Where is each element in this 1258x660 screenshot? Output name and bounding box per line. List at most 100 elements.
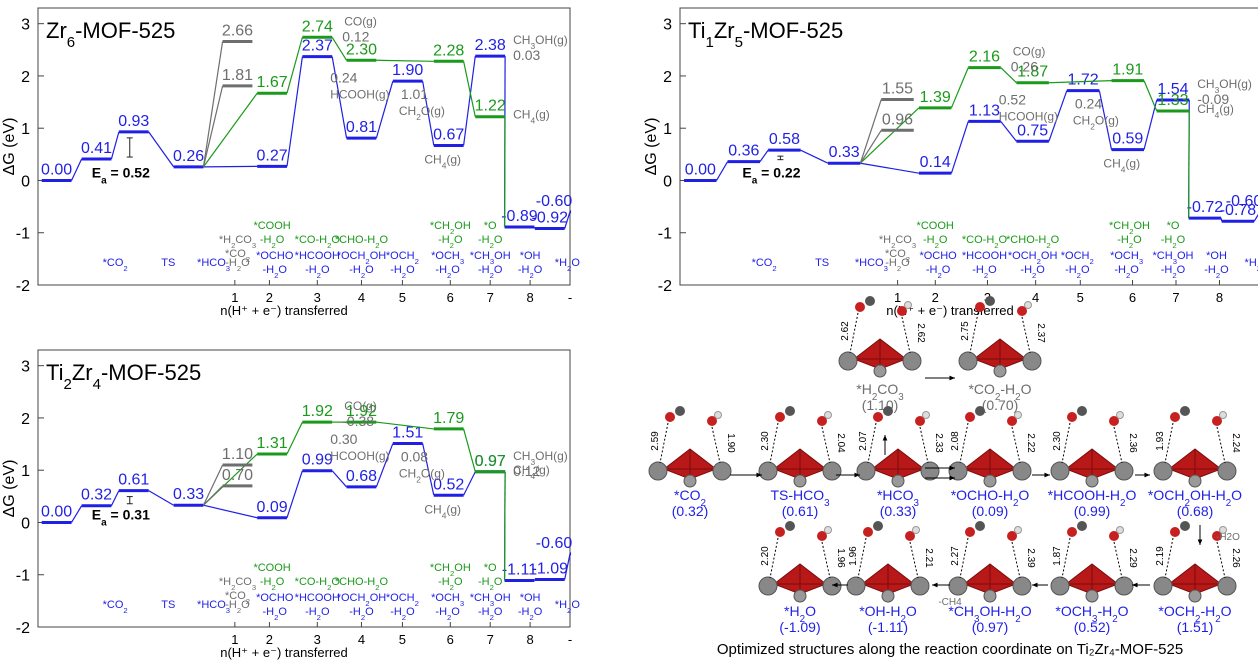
blue-level-label: 1.90 [392, 62, 423, 79]
blue-connector [800, 149, 829, 164]
side-label-value: 0.30 [330, 431, 357, 447]
species-label-green: -H2O [438, 234, 463, 250]
green-level-label: 2.16 [969, 49, 1000, 66]
green-connector [1188, 110, 1190, 219]
species-label: *CO2 [225, 590, 250, 606]
blue-level-label: 0.41 [81, 140, 112, 157]
blue-level-label: 0.97 [475, 453, 506, 470]
green-connector [463, 428, 476, 472]
distance-label: 2.27 [950, 546, 961, 566]
species-label: -H2O [390, 264, 415, 280]
green-connector [1000, 67, 1017, 84]
panel-title: Zr6-MOF-525 [46, 18, 175, 51]
blue-level-label: 0.68 [346, 468, 377, 485]
structure-label: *H2CO3 [856, 381, 904, 403]
bond-distance [969, 312, 979, 354]
species-label: *HCO3 [855, 257, 888, 273]
metal-atom [838, 351, 858, 371]
blue-level-label: 0.00 [41, 503, 72, 520]
hydrogen-atom [824, 526, 832, 534]
metal-atom [958, 351, 978, 371]
y-tick-label: 3 [21, 359, 30, 376]
distance-label: 1.93 [1155, 431, 1166, 451]
green-level-label: 1.91 [1112, 62, 1143, 79]
oxygen-atom [1067, 527, 1077, 537]
metal-atom [983, 474, 997, 488]
distance-label: 2.30 [760, 431, 771, 451]
x-tick-label: 7 [487, 290, 494, 305]
species-label: *OCH2OH [1008, 250, 1058, 266]
x-axis-label: n(H⁺ + e⁻) transferred [220, 303, 348, 318]
metal-atom [1085, 589, 1099, 603]
distance-label: 2.26 [1230, 548, 1241, 568]
gray-connector [202, 464, 224, 506]
bond-distance [1011, 541, 1021, 579]
distance-label: 2.04 [835, 433, 846, 453]
green-connector [286, 421, 303, 455]
blue-connector [1143, 99, 1158, 150]
structure-label: *OCH2-H2O [1158, 603, 1231, 625]
oxygen-atom [965, 527, 975, 537]
species-label-green: *CH2OH [430, 562, 471, 578]
blue-connector [716, 161, 729, 181]
blue-level-label: -0.60 [536, 193, 573, 210]
side-label: CH4(g) [424, 502, 461, 520]
green-level-label: 0.97 [475, 453, 506, 470]
bond-distance [1021, 316, 1031, 354]
species-label: *CO2 [225, 248, 250, 264]
distance-label: 1.96 [848, 546, 859, 566]
y-axis-label: ΔG (eV) [1, 118, 18, 176]
blue-level-label: -1.09 [532, 560, 569, 577]
gray-level-label: 0.70 [222, 467, 253, 484]
oxygen-atom [1212, 531, 1222, 541]
x-tick-label: 3 [314, 632, 321, 647]
metal-atom [902, 351, 922, 371]
structure-value: (0.68) [1177, 503, 1214, 519]
species-label-green: *O [484, 562, 497, 574]
structure-value: (0.32) [672, 503, 709, 519]
oxygen-atom [915, 416, 925, 426]
y-tick-label: 2 [21, 69, 30, 86]
distance-label: 2.21 [923, 548, 934, 568]
blue-level-label: 0.33 [829, 144, 860, 161]
bond-distance [1164, 422, 1174, 464]
distance-label: 2.20 [760, 546, 771, 566]
metal-atom [1012, 576, 1032, 596]
blue-connector [564, 211, 571, 229]
green-level-label: 2.30 [346, 41, 377, 58]
species-label: -H2O [435, 264, 460, 280]
carbon-atom [1077, 521, 1087, 531]
side-label: CH4(g) [1197, 102, 1234, 120]
side-label: CH2O(g) [399, 104, 445, 122]
distance-label: 2.07 [858, 431, 869, 451]
blue-connector [148, 131, 175, 168]
bond-distance [769, 422, 779, 464]
metal-atom [993, 364, 1007, 378]
side-label-value: 0.24 [330, 69, 357, 85]
green-connector [286, 37, 303, 94]
y-tick-label: -1 [16, 568, 30, 585]
green-connector [950, 67, 969, 109]
blue-connector [564, 553, 571, 580]
species-label-green: *CO-H2O [962, 234, 1008, 250]
green-level-label: 2.74 [302, 18, 333, 35]
oxygen-atom [1109, 416, 1119, 426]
structure-label: *H2O [784, 603, 816, 625]
blue-level-label: 1.54 [1157, 81, 1188, 98]
distance-label: 2.19 [1155, 546, 1166, 566]
metal-atom [793, 589, 807, 603]
side-label: HCOOH(g) [999, 110, 1058, 124]
hydrogen-atom [904, 301, 912, 309]
panel-frame [37, 349, 571, 628]
metal-atom [1114, 576, 1134, 596]
species-label: -H2O [926, 264, 951, 280]
species-label: *OCH2 [1061, 250, 1094, 266]
bond-distance [1216, 541, 1226, 579]
species-label: -H2O [478, 606, 503, 622]
structure-label: *OH-H2O [859, 603, 917, 625]
species-label-green: *CO-H2O [295, 234, 341, 250]
distance-label: 2.24 [1230, 433, 1241, 453]
carbon-atom [675, 406, 685, 416]
blue-level-label: 0.61 [118, 472, 149, 489]
